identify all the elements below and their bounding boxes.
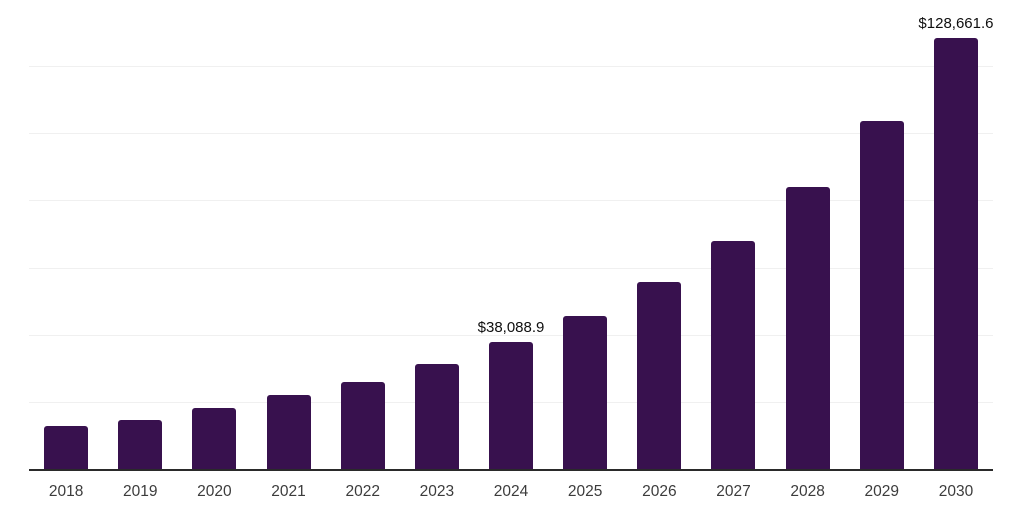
- bar-slot-2022: [326, 0, 400, 470]
- year-label-2021: 2021: [271, 483, 306, 500]
- year-label-2022: 2022: [345, 483, 380, 500]
- value-label-2030: $128,661.6: [918, 15, 994, 33]
- year-label-2025: 2025: [567, 483, 603, 500]
- bar-slot-2019: [103, 0, 177, 470]
- gridline-60000: [29, 267, 993, 269]
- year-label-2024: 2024: [493, 483, 529, 500]
- bar-2030: [933, 38, 978, 470]
- bar-slot-2026: [622, 0, 696, 470]
- bar-2027: [711, 240, 756, 470]
- bar-2020: [192, 408, 237, 470]
- bar-2019: [118, 419, 163, 470]
- bar-slot-2020: [177, 0, 251, 470]
- bar-slot-2027: [696, 0, 770, 470]
- bar-slot-2028: [771, 0, 845, 470]
- bars-row: $38,088.9 $128,661.6: [29, 0, 993, 470]
- year-label-2030: 2030: [938, 483, 974, 500]
- bar-2023: [414, 363, 459, 470]
- year-label-2029: 2029: [864, 483, 900, 500]
- bar-slot-2024: $38,088.9: [474, 0, 548, 470]
- value-label-2024: $38,088.9: [477, 319, 545, 337]
- bar-2021: [266, 394, 311, 470]
- bar-2028: [785, 187, 830, 470]
- bar-slot-2021: [251, 0, 325, 470]
- bar-slot-2018: [29, 0, 103, 470]
- year-label-2019: 2019: [122, 483, 158, 500]
- gridline-120000: [29, 66, 993, 68]
- bar-slot-2025: [548, 0, 622, 470]
- plot-area: $38,088.9 $128,661.6: [29, 0, 993, 470]
- x-axis-line: [29, 469, 993, 471]
- bar-2026: [637, 282, 682, 470]
- year-label-2023: 2023: [419, 483, 455, 500]
- year-label-2018: 2018: [48, 483, 84, 500]
- year-label-2026: 2026: [642, 483, 677, 500]
- year-label-2028: 2028: [790, 483, 825, 500]
- bar-slot-2029: [845, 0, 919, 470]
- bar-slot-2030: $128,661.6: [918, 0, 994, 470]
- bar-2018: [44, 426, 89, 470]
- bar-slot-2023: [400, 0, 474, 470]
- bar-2024: [489, 342, 534, 470]
- gridline-40000: [29, 334, 993, 336]
- bar-2029: [859, 120, 904, 470]
- year-label-2020: 2020: [197, 483, 232, 500]
- year-label-2027: 2027: [716, 483, 751, 500]
- bar-2022: [340, 382, 385, 470]
- gridline-100000: [29, 133, 993, 135]
- gridline-80000: [29, 200, 993, 202]
- x-axis-labels: 2018 2019 2020 2021 2022 2023 2024 2025 2026 2027…: [29, 484, 993, 500]
- bar-2025: [563, 316, 608, 470]
